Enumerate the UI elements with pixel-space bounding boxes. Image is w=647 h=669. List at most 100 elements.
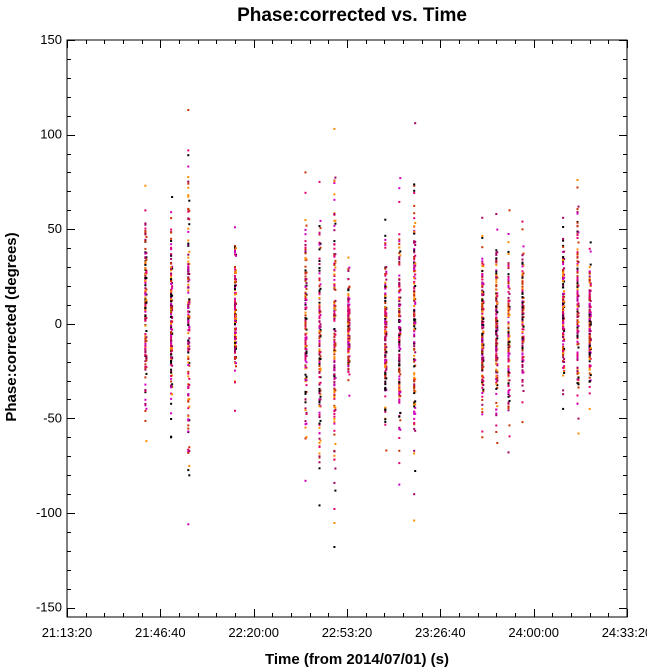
data-point [495, 358, 498, 361]
data-point [385, 350, 388, 353]
scan-18 [588, 241, 592, 410]
data-point [562, 239, 565, 242]
data-point [495, 387, 498, 390]
data-point [481, 323, 484, 326]
data-point [398, 337, 401, 340]
data-point [318, 461, 321, 464]
data-point [333, 317, 336, 320]
data-point [562, 306, 565, 308]
data-point [413, 417, 416, 420]
data-point [507, 315, 510, 318]
data-point [481, 291, 484, 294]
data-point [318, 446, 321, 448]
data-point [563, 338, 566, 341]
data-point [562, 216, 565, 219]
data-point [318, 432, 321, 435]
x-tick-label: 24:00:00 [508, 625, 559, 640]
data-point [384, 332, 387, 335]
data-point [187, 272, 190, 275]
data-point [333, 243, 336, 246]
data-point [319, 439, 322, 442]
data-point [413, 310, 416, 313]
data-point [304, 343, 307, 346]
data-point [144, 279, 147, 282]
data-point [144, 367, 147, 370]
data-point [333, 278, 336, 281]
data-point [304, 327, 307, 330]
data-point [234, 298, 236, 301]
data-point [333, 350, 336, 353]
data-point [333, 302, 336, 305]
data-point [588, 281, 591, 284]
data-point [333, 422, 336, 425]
data-point [521, 321, 524, 324]
data-point [481, 325, 484, 328]
data-point [170, 254, 173, 257]
data-point [235, 308, 237, 311]
data-point [576, 263, 579, 265]
data-point [481, 320, 484, 323]
data-point [521, 401, 524, 404]
data-point [481, 285, 484, 288]
data-point [187, 419, 190, 421]
data-point [348, 324, 351, 327]
data-point [414, 302, 417, 305]
data-point [522, 272, 525, 275]
data-point [576, 331, 579, 334]
data-point [399, 395, 402, 398]
data-point [170, 289, 173, 292]
data-point [576, 269, 579, 272]
data-point [588, 308, 591, 311]
data-point [562, 328, 565, 331]
data-point [144, 391, 147, 394]
data-point [413, 325, 416, 328]
data-point [144, 251, 147, 254]
data-point [145, 407, 148, 410]
data-point [234, 335, 236, 338]
data-point [521, 384, 524, 387]
data-point [521, 349, 524, 352]
data-point [170, 340, 173, 343]
data-point [170, 335, 173, 338]
data-point [398, 240, 401, 243]
data-point [398, 300, 401, 303]
data-point [234, 245, 236, 247]
data-point [495, 249, 498, 252]
data-point [187, 430, 190, 433]
data-point [507, 326, 510, 329]
data-point [413, 348, 416, 351]
data-point [481, 399, 484, 401]
scan-9 [384, 218, 388, 452]
data-point [495, 259, 498, 262]
data-point [333, 417, 336, 420]
data-point [333, 313, 336, 316]
data-point [508, 287, 511, 290]
data-point [588, 336, 591, 339]
data-point [347, 287, 350, 290]
data-point [333, 508, 336, 510]
data-point [481, 303, 484, 306]
data-point [399, 373, 402, 376]
data-point [398, 304, 401, 307]
data-point [398, 274, 401, 277]
data-point [144, 256, 147, 259]
data-point [234, 253, 236, 256]
data-point [333, 364, 336, 367]
data-point [234, 347, 236, 350]
data-point [144, 335, 147, 338]
data-point [522, 252, 525, 255]
data-point [334, 308, 337, 311]
data-point [187, 319, 190, 322]
data-point [413, 287, 416, 290]
data-point [398, 187, 401, 190]
data-point [318, 401, 321, 404]
data-point [144, 287, 147, 290]
data-point [385, 270, 388, 273]
data-point [521, 324, 524, 327]
x-tick-label: 21:13:20 [42, 625, 93, 640]
y-tick-label: 150 [40, 32, 62, 47]
data-point [495, 278, 498, 281]
data-point [384, 364, 387, 367]
data-point [348, 394, 351, 397]
data-point [521, 306, 524, 309]
